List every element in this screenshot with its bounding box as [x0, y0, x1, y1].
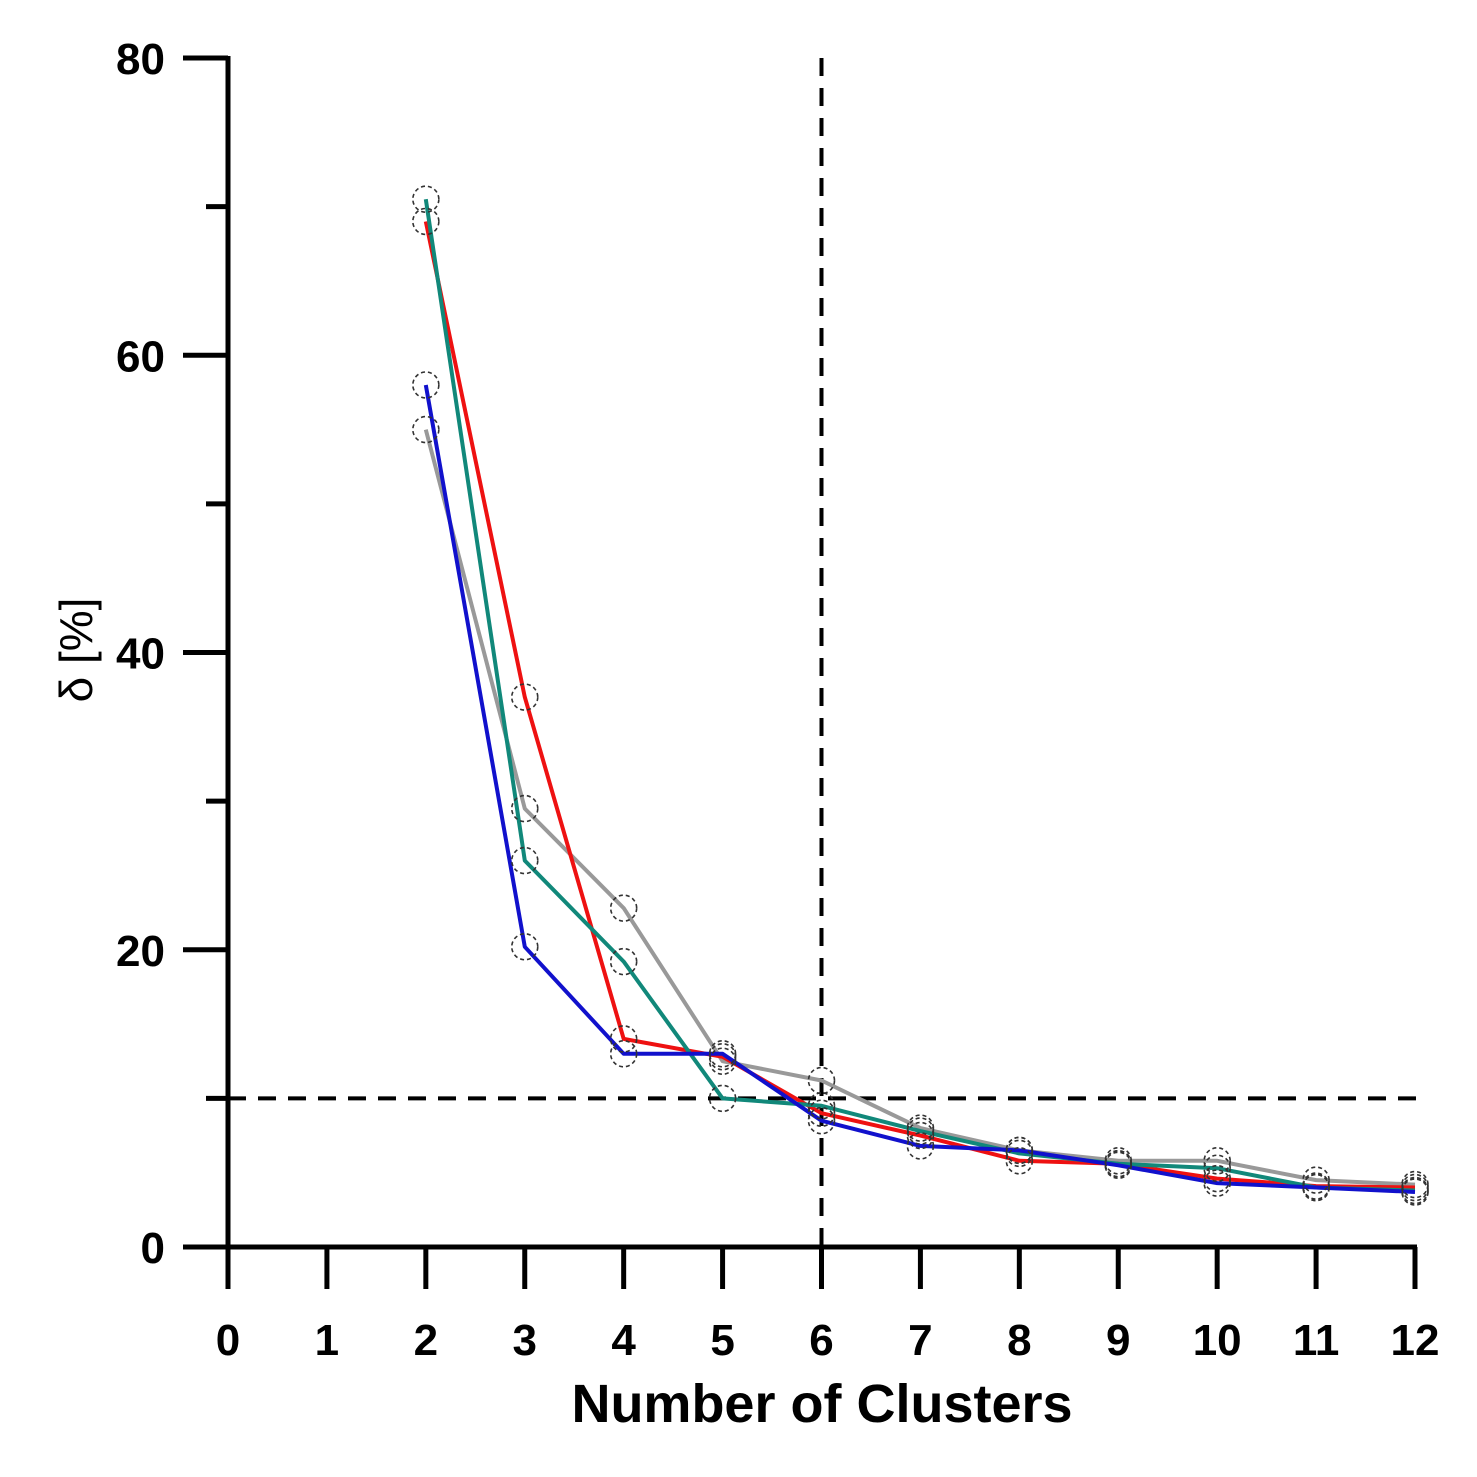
data-point-blue [1005, 1136, 1034, 1165]
data-point-green [708, 1084, 737, 1113]
data-point-gray [807, 1066, 836, 1095]
data-point-blue [412, 371, 440, 399]
data-point-blue [1401, 1178, 1429, 1206]
x-tick-label: 12 [1391, 1316, 1440, 1365]
x-tick-label: 1 [315, 1316, 339, 1365]
data-point-red [1203, 1164, 1231, 1193]
data-point-red [510, 683, 539, 711]
series-layer [412, 185, 1429, 1206]
data-point-green [807, 1092, 836, 1120]
data-point-gray [1203, 1146, 1231, 1175]
series-line-red [423, 221, 1416, 1190]
y-tick-label: 0 [141, 1224, 165, 1273]
y-tick-label: 60 [116, 332, 165, 381]
data-point-green [906, 1117, 935, 1145]
x-tick-label: 7 [908, 1316, 932, 1365]
data-point-green [510, 846, 539, 875]
data-point-red [412, 207, 440, 236]
data-point-blue [510, 932, 539, 961]
data-point-green [609, 947, 638, 976]
x-tick-label: 10 [1193, 1316, 1242, 1365]
data-point-gray [1302, 1166, 1330, 1194]
series-line-blue [423, 384, 1416, 1194]
x-tick-label: 6 [809, 1316, 833, 1365]
data-point-gray [412, 415, 440, 444]
y-tick-label: 40 [116, 630, 165, 679]
data-point-red [906, 1121, 935, 1150]
x-tick-label: 11 [1293, 1316, 1340, 1365]
data-point-red [1005, 1146, 1034, 1175]
data-point-gray [708, 1047, 737, 1076]
data-point-blue [708, 1039, 737, 1068]
y-axis-title: δ [%] [50, 598, 102, 703]
series-line-green [423, 198, 1416, 1193]
x-tick-label: 3 [513, 1316, 537, 1365]
data-point-green [1203, 1154, 1231, 1183]
x-tick-label: 4 [611, 1316, 636, 1365]
x-tick-label: 9 [1106, 1316, 1130, 1365]
data-point-blue [807, 1106, 836, 1135]
x-axis-title: Number of Clusters [571, 1374, 1072, 1434]
x-tick-label: 5 [710, 1316, 734, 1365]
x-tick-label: 0 [216, 1316, 240, 1365]
data-point-blue [906, 1132, 935, 1160]
data-point-gray [609, 894, 638, 922]
data-point-gray [510, 794, 539, 823]
x-tick-label: 8 [1007, 1316, 1031, 1365]
y-tick-label: 20 [116, 927, 165, 976]
data-point-blue [1302, 1173, 1330, 1202]
data-point-blue [609, 1039, 638, 1068]
data-point-blue [1104, 1151, 1133, 1180]
series-line-gray [423, 429, 1416, 1187]
x-tick-label: 2 [414, 1316, 438, 1365]
data-point-red [609, 1025, 638, 1053]
data-point-blue [1203, 1169, 1231, 1197]
y-tick-label: 80 [116, 35, 165, 84]
data-point-green [412, 185, 440, 213]
reference-lines [228, 58, 1423, 1247]
data-point-red [807, 1099, 836, 1128]
